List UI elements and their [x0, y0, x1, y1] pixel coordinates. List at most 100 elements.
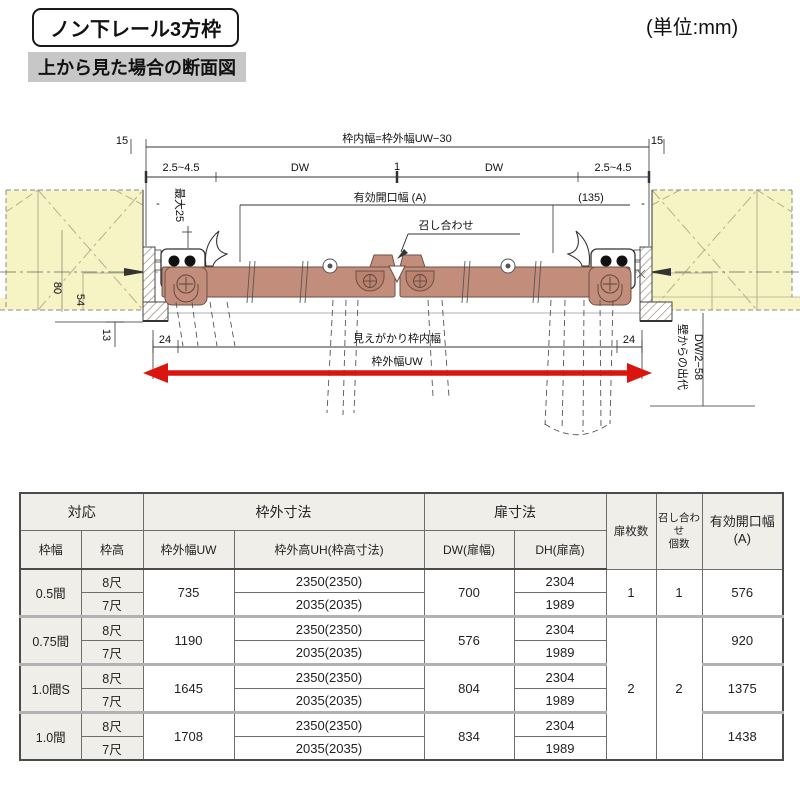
dim-135: (135) — [578, 192, 604, 204]
cell-dh: 2304 — [513, 615, 607, 641]
dim-24-right: 24 — [623, 334, 635, 346]
cell-frame-height: 7尺 — [80, 736, 144, 761]
dim-54: 54 — [74, 294, 86, 306]
cell-dh: 2304 — [513, 711, 607, 737]
col-opening-line2: (A) — [733, 531, 751, 547]
label-wall-protrusion: 壁からの出代 — [676, 324, 690, 390]
meeting-notch — [388, 265, 406, 284]
cell-door-count: 1 — [605, 568, 657, 617]
col-meeting-count-line1: 召し合わせ — [658, 511, 700, 537]
dim-15-left: 15 — [116, 135, 128, 147]
unit-note: (単位:mm) — [646, 17, 739, 39]
right-wall — [651, 189, 800, 311]
cell-frame-height: 8尺 — [80, 568, 144, 593]
dim-15-right: 15 — [651, 135, 663, 147]
col-frame-width: 枠幅 — [19, 530, 82, 570]
col-outer-height-uh: 枠外高UH(枠高寸法) — [233, 530, 425, 570]
cell-uw: 1708 — [142, 711, 235, 761]
col-meeting-count-line2: 個数 — [668, 537, 690, 550]
cell-dh: 1989 — [513, 592, 607, 617]
cell-uh: 2350(2350) — [233, 711, 425, 737]
cell-uh: 2035(2035) — [233, 736, 425, 761]
cell-uh: 2350(2350) — [233, 615, 425, 641]
cell-dh: 1989 — [513, 736, 607, 761]
left-jamb — [142, 246, 169, 322]
cell-dw: 804 — [423, 663, 515, 713]
cell-uh: 2035(2035) — [233, 592, 425, 617]
dim-adjust-left: 2.5~4.5 — [162, 162, 199, 174]
cell-dh: 2304 — [513, 663, 607, 689]
cell-frame-height: 8尺 — [80, 615, 144, 641]
dim-24-left: 24 — [159, 334, 171, 346]
col-opening-line1: 有効開口幅 — [709, 514, 775, 530]
cell-dh: 1989 — [513, 640, 607, 665]
dimension-lines-bottom — [55, 313, 755, 407]
cell-uw: 1645 — [142, 663, 235, 713]
table-row: 0.75間 8尺 1190 2350(2350) 576 2304 2 2 92… — [19, 615, 784, 761]
col-group-door-size: 扉寸法 — [423, 492, 607, 531]
cell-dw: 834 — [423, 711, 515, 761]
table-row: 7尺 2035(2035) 1989 — [20, 736, 783, 761]
spec-table: 対応 枠外寸法 扉寸法 扉枚数 召し合わせ 個数 有効開口幅 (A) 枠幅 枠高… — [19, 492, 784, 761]
centerline-arrow-left — [124, 268, 146, 276]
dim-dash-right: - — [641, 198, 645, 210]
cell-frame-height: 7尺 — [80, 688, 144, 713]
dim-dash-left: - — [156, 198, 160, 210]
col-group-correspond: 対応 — [19, 492, 144, 531]
col-door-count: 扉枚数 — [605, 492, 657, 570]
col-dh: DH(扉高) — [513, 530, 607, 570]
table-row: 0.5間 8尺 735 2350(2350) 700 2304 1 1 576 — [19, 568, 784, 617]
cell-frame-height: 8尺 — [80, 711, 144, 737]
dim-dw-left: DW — [291, 162, 310, 174]
dim-center-gap: 1 — [394, 161, 400, 173]
label-meeting-stile: 召し合わせ — [419, 218, 474, 232]
col-dw: DW(扉幅) — [423, 530, 515, 570]
cell-meeting-count: 2 — [655, 615, 703, 761]
cell-uh: 2035(2035) — [233, 640, 425, 665]
left-wall — [0, 189, 144, 312]
frame-outer-width-arrow — [143, 363, 652, 383]
cell-opening: 920 — [701, 615, 784, 665]
col-opening: 有効開口幅 (A) — [701, 492, 784, 570]
cell-frame-height: 7尺 — [80, 640, 144, 665]
col-group-frame-outer: 枠外寸法 — [142, 492, 425, 531]
right-door-panel — [399, 254, 632, 306]
table-row: 1.0間S 8尺 1645 2350(2350) 804 2304 1375 — [19, 663, 784, 713]
dim-max25: 最大25 — [173, 188, 187, 222]
cell-opening: 576 — [701, 568, 784, 617]
dim-13: 13 — [100, 329, 112, 341]
cell-uh: 2350(2350) — [233, 663, 425, 689]
cell-frame-width: 0.5間 — [19, 568, 82, 617]
cell-opening: 1438 — [701, 711, 784, 761]
dimension-lines-top — [130, 139, 665, 262]
right-weatherstrip — [566, 230, 591, 267]
cross-section-diagram: 枠内幅=枠外幅UW−30 15 15 2.5~4.5 DW 1 DW 2.5~4… — [0, 131, 800, 436]
dim-frame-inner-width: 枠内幅=枠外幅UW−30 — [342, 131, 451, 145]
cell-door-count: 2 — [605, 615, 657, 761]
cell-frame-height: 8尺 — [80, 663, 144, 689]
cell-dw: 576 — [423, 615, 515, 665]
dim-80: 80 — [51, 282, 63, 294]
cell-uh: 2035(2035) — [233, 688, 425, 713]
page-title: ノン下レール3方枠 — [32, 8, 240, 47]
meeting-callout — [397, 233, 520, 259]
table-row: 1.0間 8尺 1708 2350(2350) 834 2304 1438 — [19, 711, 784, 761]
section-subtitle: 上から見た場合の断面図 — [28, 52, 246, 82]
right-jamb — [633, 246, 673, 322]
door-swing-projections — [175, 299, 614, 436]
centerline-arrow-right — [649, 268, 671, 276]
cell-uh: 2350(2350) — [233, 568, 425, 593]
dim-frame-outer-width: 枠外幅UW — [371, 354, 423, 368]
cell-frame-height: 7尺 — [80, 592, 144, 617]
left-weatherstrip — [204, 230, 229, 267]
cell-uw: 735 — [142, 568, 235, 617]
col-meeting-count: 召し合わせ 個数 — [655, 492, 703, 570]
cell-opening: 1375 — [701, 663, 784, 713]
table-row: 7尺 2035(2035) 1989 — [20, 688, 783, 713]
label-wall-protrusion-value: DW/2−58 — [692, 334, 704, 380]
cell-dh: 1989 — [513, 688, 607, 713]
left-door-panel — [161, 254, 396, 306]
cell-dw: 700 — [423, 568, 515, 617]
cell-frame-width: 0.75間 — [19, 615, 82, 665]
dim-dw-right: DW — [485, 162, 504, 174]
